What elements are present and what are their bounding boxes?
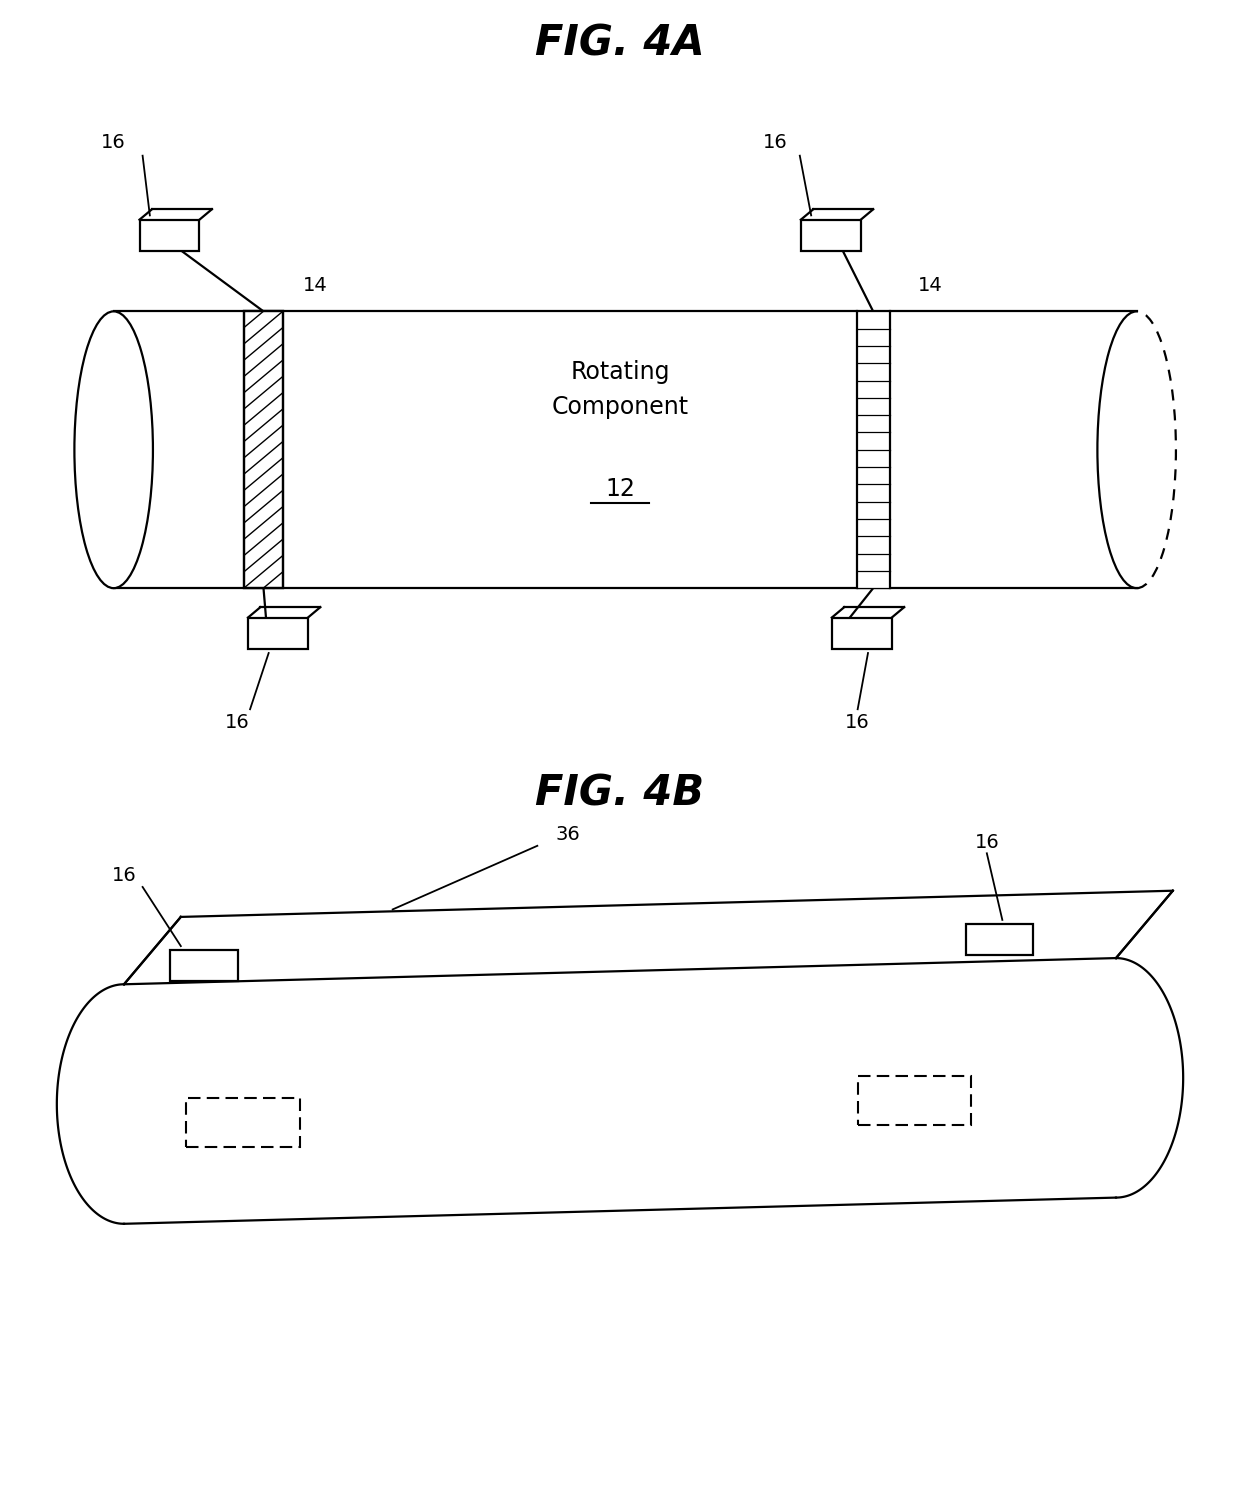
Bar [244,311,283,588]
Text: 16: 16 [112,867,136,885]
Polygon shape [801,220,861,251]
Bar [966,924,1033,955]
Text: 16: 16 [846,713,870,732]
Text: 14: 14 [918,275,942,295]
Polygon shape [248,618,308,648]
Polygon shape [124,891,1173,985]
Bar [244,311,283,588]
Text: Rotating
Component: Rotating Component [552,359,688,419]
Text: 16: 16 [763,133,787,153]
Bar [857,311,889,588]
Text: 16: 16 [102,133,126,153]
Text: 12: 12 [605,476,635,500]
Text: 16: 16 [226,713,250,732]
Text: 36: 36 [556,825,580,844]
Polygon shape [114,311,1137,588]
Text: 14: 14 [303,275,327,295]
Polygon shape [139,220,200,251]
Text: FIG. 4B: FIG. 4B [536,772,704,814]
Bar [170,949,238,982]
Bar [186,1099,300,1147]
Text: FIG. 4A: FIG. 4A [536,22,704,64]
Polygon shape [124,958,1116,1223]
Text: 16: 16 [975,832,999,852]
Polygon shape [832,618,892,648]
Bar [858,1076,971,1124]
Ellipse shape [74,311,153,588]
